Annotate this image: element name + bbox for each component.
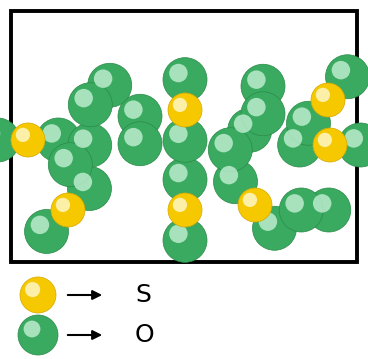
Circle shape [43, 124, 61, 143]
Circle shape [228, 108, 272, 152]
Circle shape [313, 194, 332, 213]
Circle shape [124, 128, 143, 146]
Circle shape [20, 277, 56, 313]
Circle shape [311, 83, 345, 117]
Circle shape [163, 158, 207, 202]
Circle shape [173, 98, 187, 112]
Circle shape [56, 198, 70, 212]
Circle shape [25, 282, 40, 297]
Circle shape [169, 164, 188, 182]
Circle shape [332, 61, 350, 79]
Circle shape [88, 63, 132, 107]
Circle shape [173, 198, 187, 212]
Circle shape [48, 143, 92, 187]
Text: S: S [135, 283, 151, 307]
Circle shape [293, 107, 311, 126]
Circle shape [247, 98, 266, 116]
Circle shape [234, 115, 252, 133]
Circle shape [313, 128, 347, 162]
Text: O: O [135, 323, 155, 347]
Circle shape [163, 218, 207, 262]
Circle shape [168, 93, 202, 127]
Circle shape [243, 193, 257, 207]
Circle shape [318, 133, 332, 147]
Circle shape [241, 92, 285, 136]
Circle shape [277, 123, 322, 167]
Circle shape [241, 64, 285, 108]
Bar [11, 11, 357, 262]
Circle shape [51, 193, 85, 227]
Circle shape [74, 89, 93, 107]
Circle shape [220, 166, 238, 185]
Circle shape [344, 129, 363, 148]
Circle shape [284, 129, 302, 148]
Circle shape [247, 70, 266, 89]
Circle shape [316, 88, 330, 102]
Circle shape [279, 188, 323, 232]
Circle shape [213, 160, 258, 204]
Circle shape [307, 188, 351, 232]
Circle shape [54, 149, 73, 167]
Circle shape [326, 55, 368, 99]
Circle shape [31, 216, 49, 234]
Circle shape [286, 101, 330, 145]
Circle shape [208, 128, 252, 172]
Circle shape [168, 193, 202, 227]
Circle shape [94, 69, 112, 88]
Circle shape [74, 173, 92, 191]
Circle shape [0, 118, 20, 162]
Circle shape [163, 118, 207, 162]
Circle shape [124, 101, 143, 119]
Circle shape [238, 188, 272, 222]
Circle shape [16, 128, 30, 142]
Circle shape [169, 224, 188, 243]
Circle shape [252, 206, 297, 250]
Circle shape [163, 58, 207, 102]
Circle shape [24, 321, 40, 337]
Circle shape [74, 130, 92, 148]
Circle shape [118, 122, 162, 166]
Circle shape [286, 194, 304, 213]
Circle shape [338, 123, 368, 167]
Circle shape [68, 123, 112, 167]
Circle shape [68, 83, 112, 127]
Circle shape [118, 94, 162, 138]
Circle shape [25, 209, 68, 253]
Circle shape [36, 118, 80, 162]
Circle shape [18, 315, 58, 355]
Circle shape [215, 134, 233, 152]
Circle shape [169, 125, 188, 143]
Circle shape [169, 64, 188, 82]
Circle shape [67, 167, 112, 210]
Circle shape [259, 213, 277, 231]
Circle shape [11, 123, 45, 157]
